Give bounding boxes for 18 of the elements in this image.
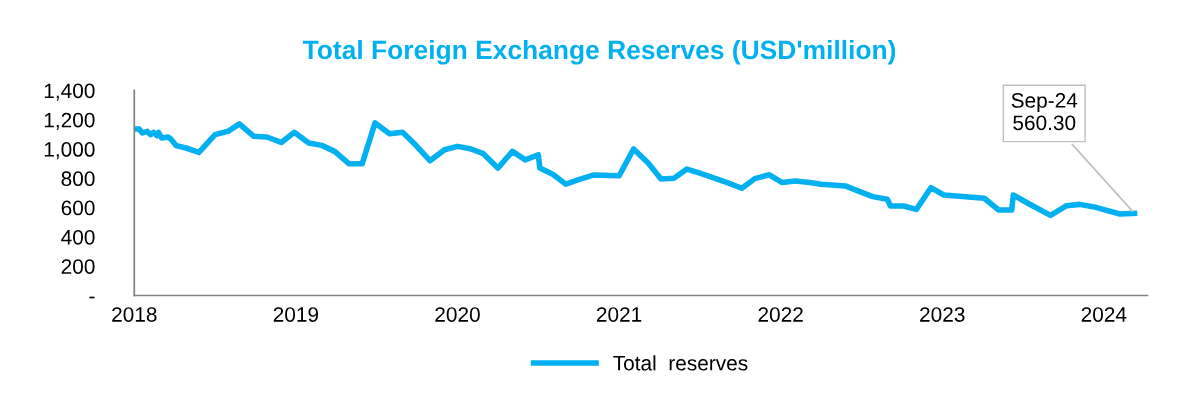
- annotation: Sep-24 560.30: [1011, 93, 1078, 131]
- x-tick-label: 2021: [596, 307, 642, 322]
- chart-title: Total Foreign Exchange Reserves (USD'million): [302, 39, 896, 65]
- y-tick-label: 1,400: [44, 83, 95, 101]
- y-tick-label: 200: [61, 259, 95, 274]
- legend-label: Total reserves: [613, 355, 748, 371]
- y-tick-label: 600: [61, 200, 95, 216]
- x-tick-label: 2019: [273, 307, 319, 322]
- x-tick-label: 2023: [920, 307, 965, 322]
- y-tick-label: 400: [61, 229, 95, 245]
- x-tick-label: 2024: [1081, 307, 1127, 322]
- x-tick-label: 2018: [112, 307, 157, 322]
- x-tick-label: 2022: [758, 307, 803, 322]
- x-tick-label: 2020: [435, 307, 480, 322]
- y-tick-label: 1,000: [44, 142, 95, 160]
- y-tick-label: 1,200: [44, 112, 95, 130]
- y-tick-label: -: [89, 296, 95, 299]
- y-tick-label: 800: [61, 171, 95, 187]
